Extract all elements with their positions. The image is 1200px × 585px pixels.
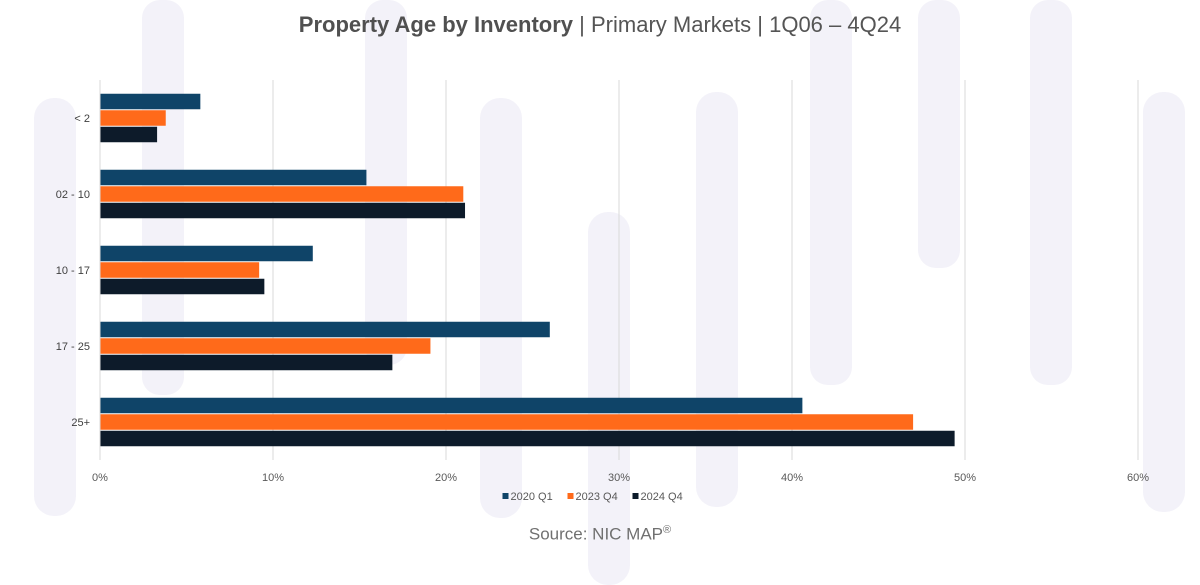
bar <box>100 354 393 371</box>
x-tick-label: 0% <box>92 472 108 484</box>
bar <box>100 93 201 110</box>
legend-label: 2023 Q4 <box>576 491 618 503</box>
x-tick-label: 40% <box>781 472 803 484</box>
chart-title-market: Primary Markets <box>591 12 752 37</box>
x-tick-label: 30% <box>608 472 630 484</box>
x-tick-label: 10% <box>262 472 284 484</box>
title-separator-1: | <box>579 12 585 37</box>
legend-label: 2020 Q1 <box>511 491 553 503</box>
x-tick-label: 50% <box>954 472 976 484</box>
source-text: Source: NIC MAP <box>528 524 664 544</box>
y-category-label: 10 - 17 <box>56 265 90 277</box>
legend-swatch <box>567 493 574 499</box>
chart-title-main: Property Age by Inventory <box>298 12 574 37</box>
title-separator-2: | <box>757 12 763 37</box>
bar <box>100 338 431 354</box>
registered-mark: ® <box>663 524 672 536</box>
bar <box>100 414 914 430</box>
chart-title: Property Age by Inventory | Primary Mark… <box>0 12 1200 38</box>
bar <box>100 202 466 219</box>
bar <box>100 321 550 338</box>
y-category-label: 17 - 25 <box>56 341 90 353</box>
bar <box>100 110 166 126</box>
legend-swatch <box>632 493 639 499</box>
bar <box>100 262 260 278</box>
chart-title-period: 1Q06 – 4Q24 <box>769 12 902 37</box>
y-category-label: 25+ <box>71 417 90 429</box>
source-note: Source: NIC MAP® <box>0 524 1200 545</box>
x-tick-label: 60% <box>1127 472 1149 484</box>
y-category-label: 02 - 10 <box>56 189 90 201</box>
bar <box>100 126 158 143</box>
bar <box>100 169 367 186</box>
bar <box>100 245 313 262</box>
x-tick-label: 20% <box>435 472 457 484</box>
bar <box>100 430 955 447</box>
legend-swatch <box>502 493 509 499</box>
y-category-label: < 2 <box>74 113 90 125</box>
bar <box>100 186 464 202</box>
legend-label: 2024 Q4 <box>641 491 683 503</box>
bar <box>100 278 265 295</box>
bar <box>100 397 803 414</box>
